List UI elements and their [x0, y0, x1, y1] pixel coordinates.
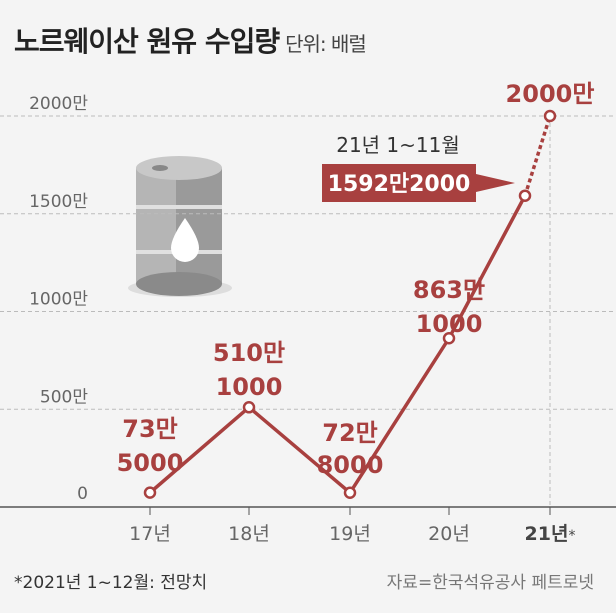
data-label: 1000 — [416, 310, 483, 338]
callout-box — [322, 164, 515, 202]
data-point — [343, 486, 357, 500]
footnote: *2021년 1~12월: 전망치 — [14, 573, 208, 593]
data-label: 2000만 — [506, 80, 595, 108]
data-label: 1000 — [216, 373, 283, 401]
x-tick-label: 18년 — [228, 523, 270, 545]
data-point — [143, 486, 157, 499]
callout-title: 21년 1~11월 — [336, 133, 460, 157]
y-tick-label: 500만 — [40, 387, 88, 407]
x-tick-label: 17년 — [129, 523, 171, 545]
source-credit: 자료=한국석유공사 페트로넷 — [386, 573, 594, 593]
x-tick-label: 20년 — [428, 523, 470, 545]
data-label: 510만 — [213, 339, 285, 367]
data-label: 72만 — [322, 419, 377, 447]
chart-title: 노르웨이산 원유 수입량 단위: 배럴 — [14, 20, 367, 60]
data-label: 5000 — [117, 449, 184, 477]
callout-value: 1592만2000 — [328, 172, 471, 197]
y-tick-label: 1000만 — [29, 290, 88, 310]
data-label: 863만 — [413, 276, 485, 304]
data-label: 73만 — [122, 415, 177, 443]
data-point — [442, 332, 456, 345]
data-point — [242, 401, 256, 414]
forecast-line — [523, 115, 552, 197]
data-point-partial — [518, 189, 532, 202]
data-point-forecast — [543, 109, 557, 123]
title-text: 노르웨이산 원유 수입량 — [14, 25, 280, 58]
oil-barrel-icon — [128, 156, 232, 297]
y-tick-label: 0 — [77, 484, 88, 504]
forecast-asterisk: * — [568, 528, 575, 544]
x-tick-label: 19년 — [329, 523, 371, 545]
unit-label: 단위: 배럴 — [285, 32, 367, 56]
y-tick-label: 2000만 — [29, 94, 88, 114]
y-tick-label: 1500만 — [29, 192, 88, 212]
data-label: 8000 — [317, 451, 384, 479]
x-tick-label: 21년* — [525, 523, 576, 545]
